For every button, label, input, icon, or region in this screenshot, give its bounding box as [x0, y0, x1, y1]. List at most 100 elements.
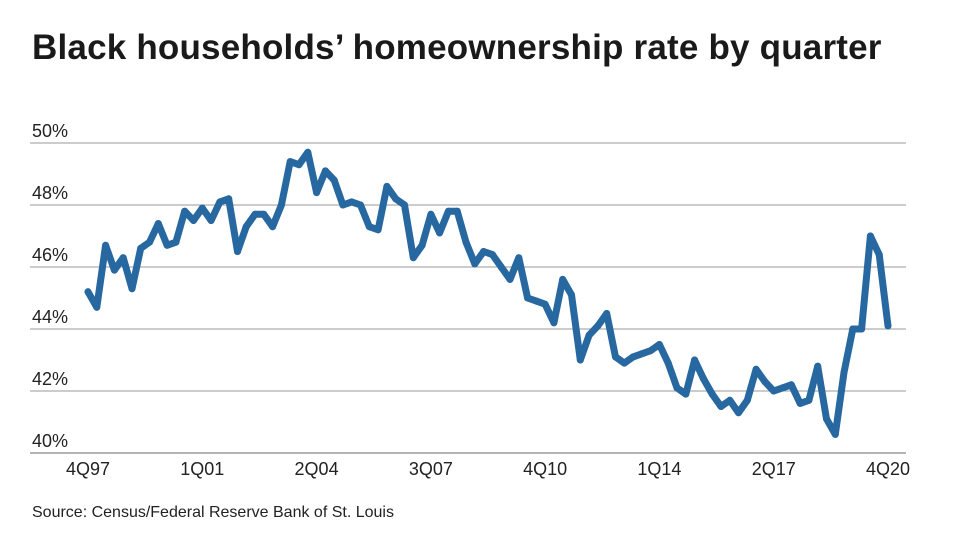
data-point	[172, 238, 180, 246]
data-point	[207, 217, 215, 224]
data-point	[480, 248, 488, 255]
data-point	[506, 275, 514, 283]
data-point	[532, 297, 540, 305]
data-point	[796, 399, 804, 407]
data-point	[743, 396, 751, 404]
data-point	[699, 375, 707, 383]
data-point	[620, 359, 628, 367]
data-point	[691, 356, 699, 364]
data-point	[313, 189, 321, 197]
data-point	[673, 384, 681, 392]
data-point	[93, 303, 101, 311]
data-point	[814, 362, 822, 370]
data-point	[453, 207, 461, 215]
data-point	[559, 275, 567, 283]
data-point	[462, 238, 470, 246]
data-point	[418, 241, 426, 249]
data-points	[84, 148, 892, 438]
x-tick-label: 2Q17	[752, 459, 796, 479]
data-point	[664, 359, 672, 367]
y-tick-label: 44%	[32, 307, 68, 327]
data-point	[594, 322, 602, 330]
data-point	[286, 158, 294, 166]
data-point	[242, 223, 250, 231]
chart-title: Black households’ homeownership rate by …	[32, 28, 882, 67]
y-axis-ticks: 40% 42% 44% 46% 48% 50%	[32, 121, 68, 451]
x-tick-label: 1Q01	[180, 459, 224, 479]
data-point	[357, 201, 364, 209]
source-note: Source: Census/Federal Reserve Bank of S…	[32, 504, 394, 521]
data-point	[770, 387, 778, 395]
data-point	[612, 353, 619, 361]
data-point	[119, 254, 127, 262]
series-layer	[84, 148, 892, 438]
data-point	[717, 403, 725, 410]
data-point	[708, 390, 716, 398]
data-point	[471, 260, 479, 268]
data-point	[374, 226, 382, 234]
data-point	[779, 384, 786, 392]
data-point	[163, 241, 171, 249]
data-point	[234, 248, 241, 255]
data-point	[348, 198, 356, 206]
data-point	[735, 409, 742, 417]
data-point	[427, 210, 435, 218]
data-point	[655, 341, 663, 348]
data-point	[576, 356, 584, 364]
data-point	[383, 182, 391, 190]
data-point	[831, 430, 839, 438]
data-point	[823, 415, 830, 423]
data-point	[128, 285, 136, 293]
gridlines	[30, 142, 906, 454]
y-tick-label: 40%	[32, 431, 68, 451]
data-point	[146, 238, 153, 246]
y-tick-label: 46%	[32, 245, 68, 265]
data-point	[330, 176, 338, 184]
x-tick-label: 4Q10	[523, 459, 567, 479]
data-point	[269, 223, 277, 231]
data-point	[497, 263, 505, 271]
x-tick-label: 3Q07	[409, 459, 453, 479]
data-point	[585, 331, 593, 339]
data-point	[787, 381, 795, 389]
data-point	[110, 266, 118, 274]
data-point	[137, 244, 145, 252]
data-point	[866, 232, 874, 240]
data-point	[488, 251, 496, 259]
data-point	[216, 198, 224, 206]
line-chart: 40% 42% 44% 46% 48% 50% 4Q97 1Q01 2Q04 3Q07 4Q10 1…	[30, 121, 910, 479]
data-point	[629, 353, 637, 361]
y-tick-label: 42%	[32, 369, 68, 389]
data-point	[251, 210, 259, 218]
x-tick-label: 1Q14	[637, 459, 681, 479]
data-point	[295, 161, 303, 169]
data-point	[401, 201, 408, 209]
data-point	[444, 207, 452, 215]
data-point	[840, 368, 848, 376]
data-point	[752, 365, 760, 373]
x-tick-label: 4Q97	[66, 459, 110, 479]
data-point	[304, 148, 312, 156]
data-point	[225, 195, 233, 203]
data-point	[339, 201, 347, 209]
data-point	[392, 195, 400, 203]
data-point	[805, 396, 813, 404]
data-point	[515, 254, 523, 262]
y-tick-label: 48%	[32, 183, 68, 203]
data-point	[84, 288, 92, 296]
data-point	[638, 350, 646, 358]
data-point	[568, 291, 575, 299]
data-point	[884, 322, 892, 330]
data-point	[321, 167, 329, 175]
data-point	[260, 210, 268, 218]
data-point	[726, 396, 734, 404]
data-point	[541, 300, 549, 308]
data-point	[858, 325, 866, 333]
x-axis-ticks: 4Q97 1Q01 2Q04 3Q07 4Q10 1Q14 2Q17 4Q20	[66, 459, 910, 479]
data-point	[365, 223, 373, 231]
data-point	[181, 207, 189, 215]
data-point	[603, 310, 611, 317]
data-point	[154, 220, 162, 228]
data-point	[277, 201, 285, 209]
data-point	[761, 378, 769, 386]
